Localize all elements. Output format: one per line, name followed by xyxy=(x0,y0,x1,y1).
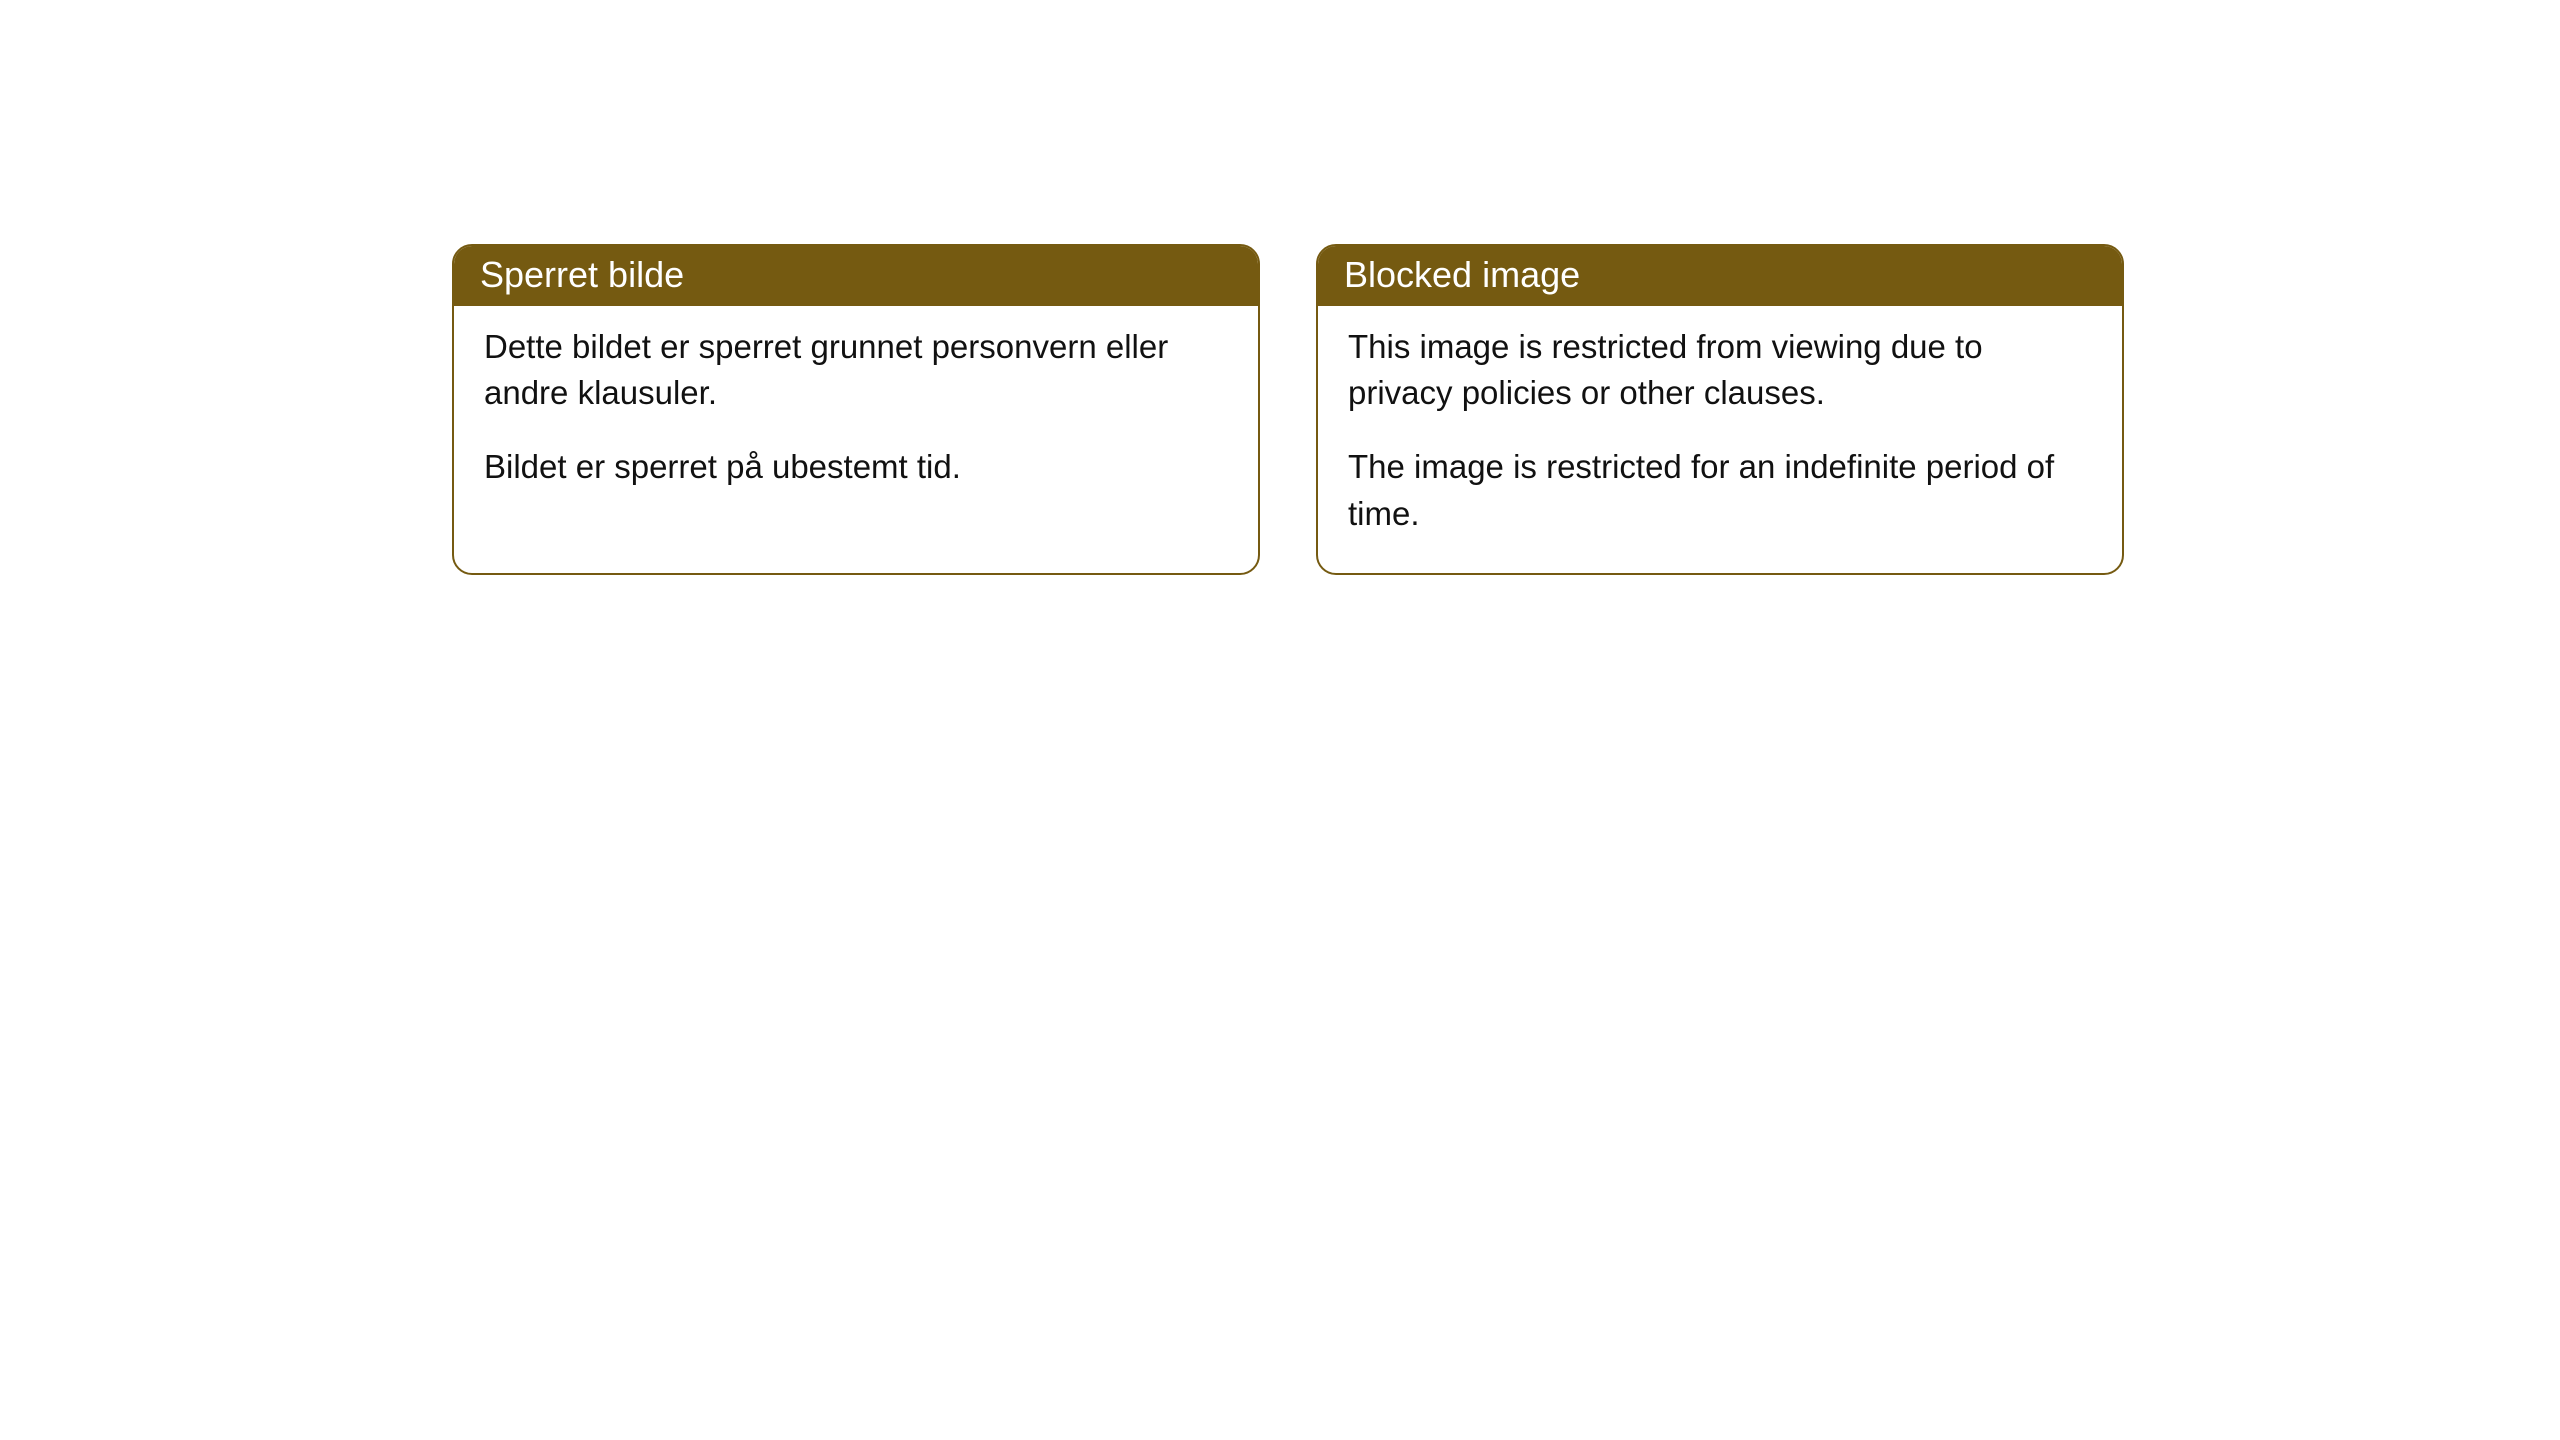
card-title: Sperret bilde xyxy=(480,254,684,295)
card-header: Blocked image xyxy=(1318,246,2122,306)
card-body: This image is restricted from viewing du… xyxy=(1318,306,2122,573)
notice-cards-container: Sperret bilde Dette bildet er sperret gr… xyxy=(0,0,2560,575)
card-title: Blocked image xyxy=(1344,254,1580,295)
card-paragraph: Dette bildet er sperret grunnet personve… xyxy=(484,324,1228,416)
card-paragraph: This image is restricted from viewing du… xyxy=(1348,324,2092,416)
card-body: Dette bildet er sperret grunnet personve… xyxy=(454,306,1258,527)
card-paragraph: The image is restricted for an indefinit… xyxy=(1348,444,2092,536)
notice-card-english: Blocked image This image is restricted f… xyxy=(1316,244,2124,575)
card-header: Sperret bilde xyxy=(454,246,1258,306)
notice-card-norwegian: Sperret bilde Dette bildet er sperret gr… xyxy=(452,244,1260,575)
card-paragraph: Bildet er sperret på ubestemt tid. xyxy=(484,444,1228,490)
